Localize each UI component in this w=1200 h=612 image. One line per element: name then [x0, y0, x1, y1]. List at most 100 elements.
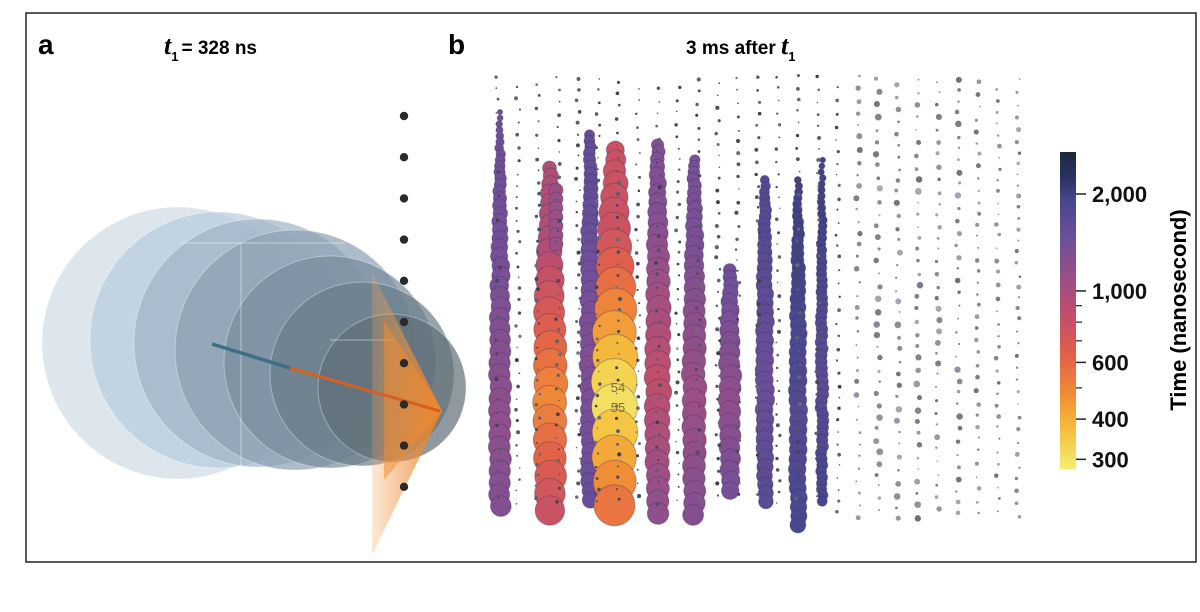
bubble	[495, 87, 498, 90]
detector-dot	[399, 276, 409, 285]
bubble	[577, 110, 582, 114]
bubble	[997, 143, 1002, 149]
bubble	[954, 243, 958, 248]
bubble	[635, 112, 638, 115]
bubble	[638, 442, 641, 445]
bubble	[516, 454, 519, 457]
bubble	[596, 358, 600, 363]
bubble	[515, 85, 519, 89]
bubble	[735, 425, 739, 429]
bubble	[776, 269, 779, 272]
bubble	[548, 236, 564, 252]
bubble	[935, 351, 938, 355]
bubble	[616, 443, 619, 446]
bubble	[1015, 378, 1019, 381]
bubble	[715, 327, 720, 332]
bubble	[635, 420, 638, 424]
bubble	[937, 474, 940, 477]
bubble	[1014, 353, 1019, 358]
bubble	[535, 378, 539, 382]
bubble	[836, 150, 840, 154]
bubble	[555, 339, 559, 344]
bubble	[757, 292, 759, 295]
bubble	[757, 256, 761, 259]
bubble	[595, 189, 598, 193]
bubble	[777, 294, 782, 298]
bubble	[575, 200, 578, 203]
bubble	[934, 434, 941, 441]
bubble	[997, 213, 1000, 216]
bubble	[537, 147, 540, 149]
bubble	[758, 481, 761, 484]
bubble	[677, 298, 679, 301]
bubble	[897, 120, 900, 124]
bubble	[615, 285, 618, 288]
bubble	[817, 324, 820, 328]
bubble	[1014, 260, 1019, 265]
bubble	[914, 478, 921, 485]
bubble	[615, 366, 619, 370]
bubble	[554, 186, 558, 190]
bubble	[878, 272, 881, 275]
bubble	[557, 448, 560, 451]
bubble	[596, 349, 599, 352]
bubble	[1016, 390, 1020, 394]
bubble	[555, 437, 558, 440]
colorbar-tick-label: 600	[1092, 350, 1129, 375]
bubble	[858, 504, 861, 507]
bubble	[716, 494, 720, 497]
bubble	[535, 442, 538, 445]
bubble	[534, 357, 538, 361]
bubble	[837, 222, 840, 224]
bubble	[996, 269, 1001, 274]
bubble	[558, 267, 561, 270]
bubble	[678, 168, 681, 171]
bubble	[518, 372, 521, 375]
bubble	[577, 384, 581, 388]
bubble	[558, 473, 561, 476]
bubble	[938, 91, 941, 94]
bubble	[876, 185, 883, 192]
bubble	[716, 142, 720, 147]
bubble	[557, 328, 561, 332]
bubble	[875, 162, 880, 167]
bubble	[636, 288, 639, 292]
bubble	[779, 207, 781, 210]
bubble	[836, 347, 841, 352]
bubble	[878, 484, 880, 486]
bubble	[557, 162, 562, 166]
colorbar-tick-label: 2,000	[1092, 182, 1147, 207]
bubble	[735, 76, 738, 80]
bubble	[655, 150, 658, 152]
bubble	[695, 102, 699, 107]
bubble	[758, 232, 761, 235]
bubble	[996, 99, 1000, 103]
bubble	[955, 476, 962, 483]
bubble	[535, 463, 539, 466]
bubble	[974, 326, 979, 330]
bubble	[756, 493, 759, 496]
bubble	[898, 168, 901, 172]
bubble	[516, 229, 520, 233]
bubble	[594, 199, 599, 204]
bubble	[857, 230, 863, 237]
bubble	[795, 426, 801, 432]
bubble	[776, 353, 780, 357]
bubble	[995, 88, 998, 91]
bubble	[1016, 173, 1019, 175]
bubble	[797, 464, 801, 468]
bubble	[676, 499, 678, 501]
bubble	[776, 379, 779, 382]
bubble	[975, 500, 979, 504]
bubble	[914, 319, 920, 325]
bubble	[835, 359, 839, 362]
bubble	[815, 393, 818, 396]
bubble	[935, 151, 940, 156]
bubble	[957, 146, 961, 150]
bubble	[518, 108, 522, 111]
bubble	[1018, 78, 1021, 81]
bubble	[678, 418, 681, 421]
bubble	[854, 378, 860, 384]
bubble	[556, 458, 561, 463]
bubble	[677, 250, 681, 254]
